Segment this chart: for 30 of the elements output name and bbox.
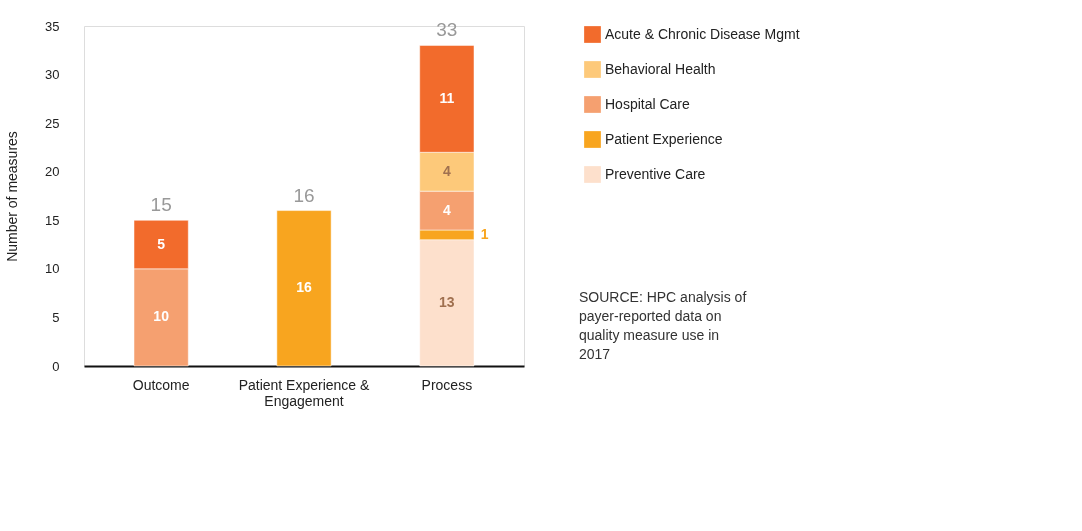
data-label: 16 xyxy=(296,279,312,296)
data-label: 11 xyxy=(439,89,455,106)
data-label: 5 xyxy=(157,235,166,252)
y-tick-label: 20 xyxy=(45,164,60,180)
total-label: 16 xyxy=(293,184,315,206)
y-tick-label: 25 xyxy=(45,115,60,131)
legend-label: Acute & Chronic Disease Mgmt xyxy=(605,25,800,42)
y-tick-label: 15 xyxy=(45,212,60,228)
y-tick-label: 30 xyxy=(45,67,60,83)
x-tick-label: Patient Experience & Engagement xyxy=(238,376,371,409)
y-axis-title: Number of measures xyxy=(4,131,21,262)
bar xyxy=(276,210,332,367)
data-label: 4 xyxy=(442,201,451,218)
legend-label: Behavioral Health xyxy=(605,60,716,77)
data-label: 10 xyxy=(153,308,170,325)
data-label: 13 xyxy=(439,293,455,310)
data-label: 4 xyxy=(442,162,451,179)
y-tick-label: 10 xyxy=(45,261,60,277)
total-label: 33 xyxy=(436,19,458,41)
legend-label: Preventive Care xyxy=(605,165,706,182)
y-tick-label: 5 xyxy=(52,309,60,325)
legend-label: Patient Experience xyxy=(605,130,723,147)
y-tick-label: 0 xyxy=(52,358,60,374)
x-tick-label: Outcome xyxy=(132,376,190,393)
y-tick-label: 35 xyxy=(45,18,60,34)
source-note: SOURCE: HPC analysis of payer-reported data on quality measure use in 2017 xyxy=(579,289,747,362)
total-label: 15 xyxy=(150,194,172,216)
legend-label: Hospital Care xyxy=(605,95,691,112)
data-label: 1 xyxy=(480,225,489,242)
x-tick-label: Process xyxy=(421,376,473,393)
